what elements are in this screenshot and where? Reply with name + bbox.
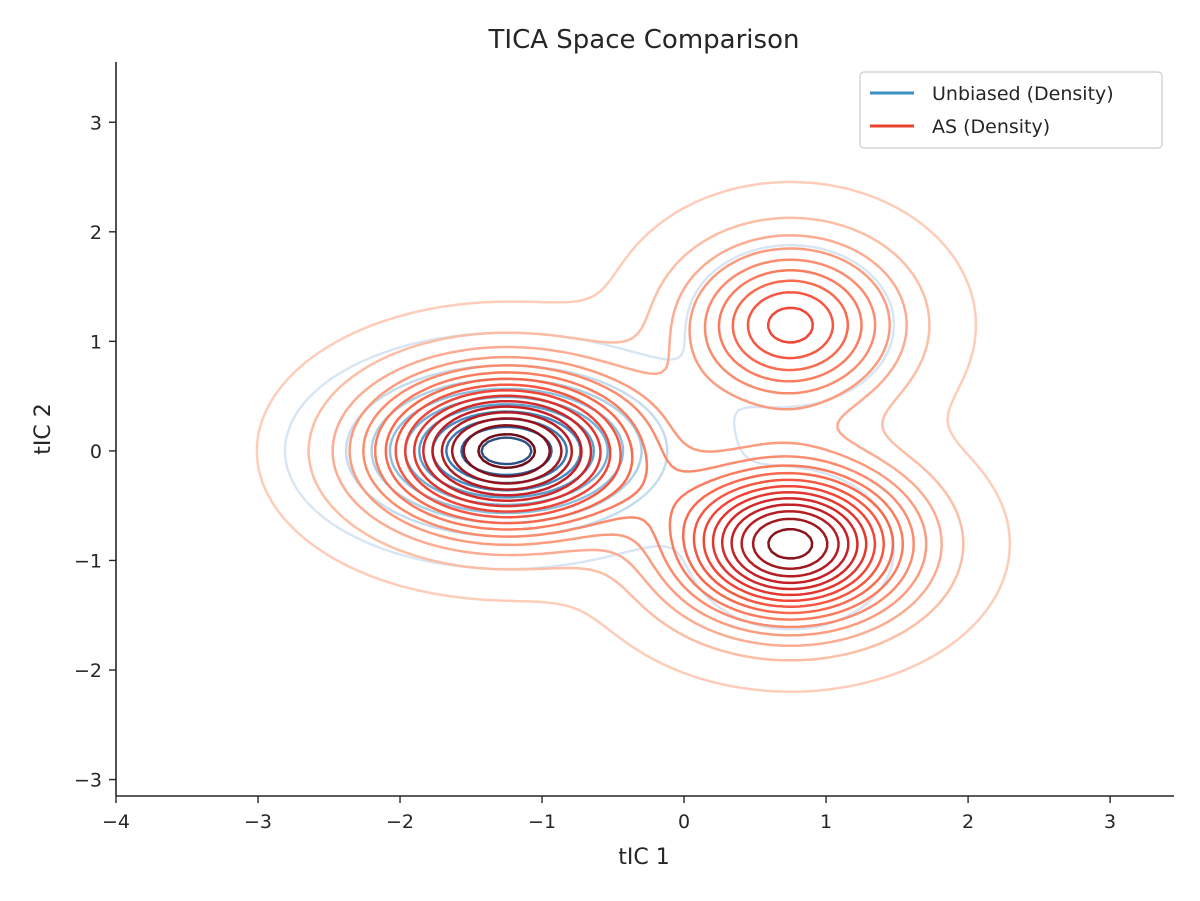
x-tick-label: 0 (678, 811, 690, 833)
legend-box (859, 71, 1163, 149)
contour-level (480, 436, 533, 466)
contour-level (394, 291, 885, 608)
contour-level (403, 306, 877, 603)
legend: Unbiased (Density) AS (Density) (859, 71, 1163, 149)
contour-level (373, 269, 905, 621)
contour-level (348, 247, 928, 637)
y-tick-label: −3 (74, 770, 102, 792)
y-tick-label: −1 (74, 550, 102, 572)
chart-title: TICA Space Comparison (488, 25, 800, 55)
contour-level (412, 394, 868, 597)
contour-level (431, 405, 850, 585)
contour-level (422, 399, 859, 591)
contour-level (440, 411, 840, 578)
contour-level (462, 424, 814, 560)
contour-series-as (255, 180, 1012, 693)
y-tick-label: −2 (74, 660, 102, 682)
contour-level (255, 180, 1012, 693)
x-tick-label: −4 (102, 811, 130, 833)
contour-level (384, 279, 895, 615)
contour-plot-area (255, 180, 1012, 693)
contour-level (331, 234, 943, 648)
legend-label-unbiased: Unbiased (Density) (932, 83, 1114, 105)
y-axis-label: tIC 2 (31, 403, 56, 454)
contour-level (362, 258, 915, 629)
x-axis-label: tIC 1 (618, 845, 669, 870)
y-tick-label: 1 (90, 331, 102, 353)
legend-label-as: AS (Density) (932, 116, 1050, 138)
y-tick-label: 3 (90, 112, 102, 134)
x-axis-ticks: −4 −3 −2 −1 0 1 2 3 (102, 796, 1116, 833)
y-tick-label: 0 (90, 441, 102, 463)
x-tick-label: 3 (1104, 811, 1116, 833)
x-tick-label: −3 (244, 811, 272, 833)
contour-level (307, 216, 965, 662)
x-tick-label: 1 (820, 811, 832, 833)
y-tick-label: 2 (90, 222, 102, 244)
y-axis-ticks: −3 −2 −1 0 1 2 3 (74, 112, 116, 792)
contour-level (477, 432, 537, 469)
contour-level (450, 417, 829, 570)
x-tick-label: −1 (528, 811, 556, 833)
contour-level (431, 410, 582, 492)
x-tick-label: 2 (962, 811, 974, 833)
x-tick-label: −2 (386, 811, 414, 833)
